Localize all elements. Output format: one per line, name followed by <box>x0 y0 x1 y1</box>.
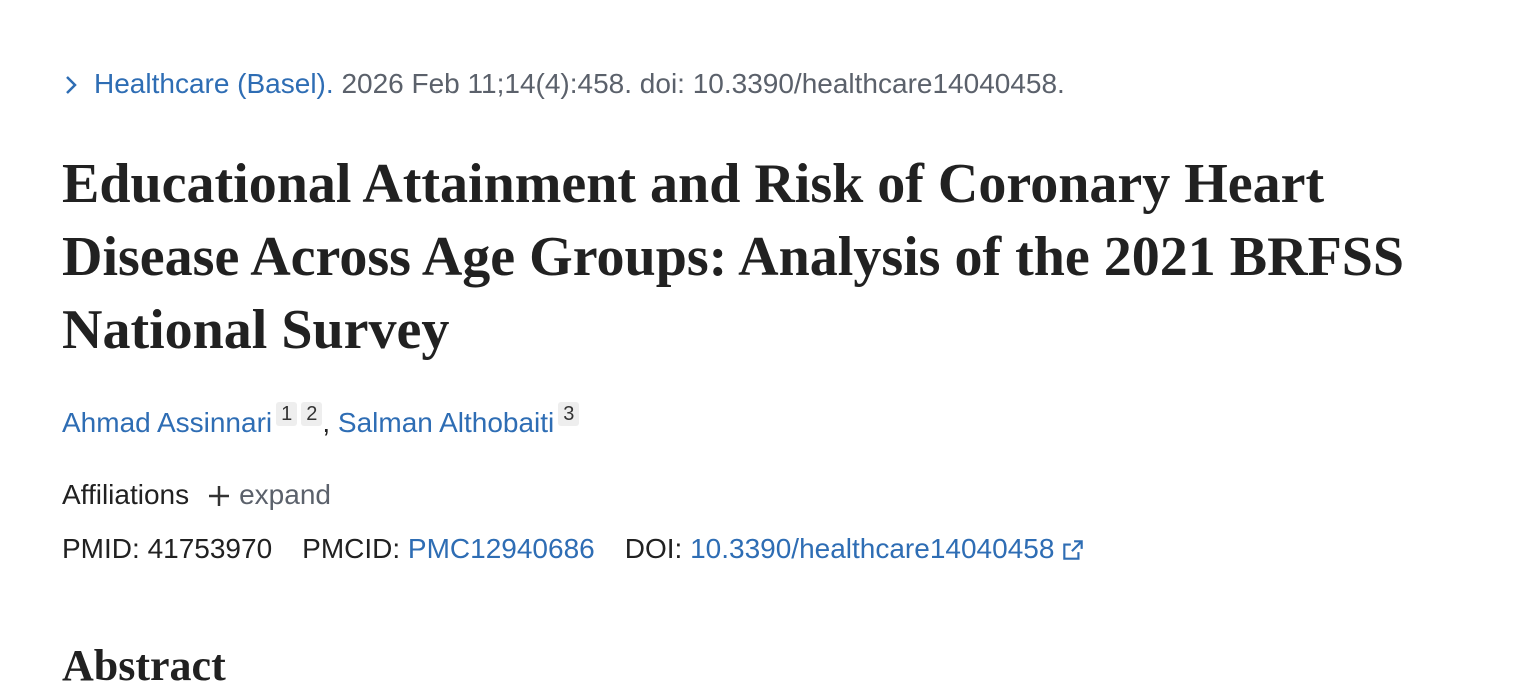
identifier-label: PMCID: <box>302 533 401 564</box>
affiliations: Affiliations expand <box>62 479 331 511</box>
citation-details: 2026 Feb 11;14(4):458. doi: 10.3390/heal… <box>341 68 1065 99</box>
article-title: Educational Attainment and Risk of Coron… <box>62 153 1405 361</box>
page: Healthcare (Basel). 2026 Feb 11;14(4):45… <box>62 68 1405 690</box>
identifier-value[interactable]: PMC12940686 <box>407 533 595 564</box>
expand-label[interactable]: expand <box>239 479 331 510</box>
affiliation-number[interactable]: 1 <box>276 402 298 426</box>
section-heading: Abstract <box>62 641 226 690</box>
identifier-value[interactable]: 10.3390/healthcare14040458 <box>690 533 1055 564</box>
author-name[interactable]: Ahmad Assinnari <box>62 407 273 438</box>
identifier: PMID: 41753970 <box>62 533 272 564</box>
identifier-value: 41753970 <box>147 533 273 564</box>
citation: Healthcare (Basel). 2026 Feb 11;14(4):45… <box>62 68 1065 100</box>
identifier-label: DOI: <box>624 533 683 564</box>
plus-icon <box>209 486 230 506</box>
affiliations-label: Affiliations <box>62 479 190 510</box>
author-separator: , <box>322 407 331 438</box>
author-name[interactable]: Salman Althobaiti <box>337 407 555 438</box>
expand-toggle[interactable]: expand <box>207 479 331 510</box>
affiliation-number[interactable]: 2 <box>301 402 323 426</box>
identifier: DOI: 10.3390/healthcare14040458 <box>625 533 1087 564</box>
authors: Ahmad Assinnari 1 2, Salman Althobaiti 3 <box>62 402 580 439</box>
identifiers: PMID: 41753970 PMCID: PMC12940686 DOI: 10.… <box>62 533 1086 565</box>
chevron-icon <box>66 76 77 94</box>
journal-link[interactable]: Healthcare (Basel). <box>94 68 334 99</box>
affiliation-number[interactable]: 3 <box>558 402 580 426</box>
identifier-label: PMID: <box>62 533 140 564</box>
identifier: PMCID: PMC12940686 <box>302 533 595 564</box>
external-link-icon <box>1063 540 1084 560</box>
